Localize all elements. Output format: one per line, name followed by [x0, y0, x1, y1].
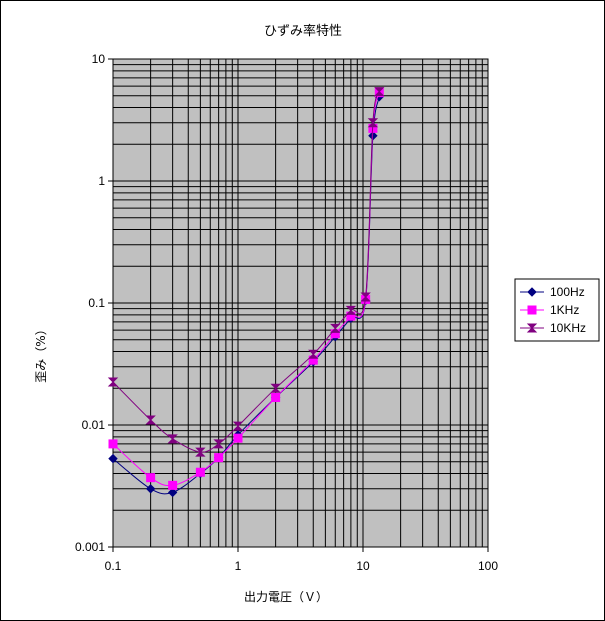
data-point	[214, 453, 224, 463]
series-layer	[107, 87, 385, 498]
series-2	[107, 87, 385, 457]
data-point	[167, 487, 178, 498]
y-tick-label: 0.001	[75, 540, 105, 554]
data-point	[145, 484, 156, 494]
y-axis-ticks: 0.001 0.01 0.1 1 10	[75, 52, 113, 554]
legend-entry: 10KHz	[520, 321, 586, 335]
data-point	[233, 433, 243, 443]
data-point	[308, 349, 319, 359]
legend-entry: 100Hz	[520, 285, 585, 299]
legend: 100Hz 1KHz 10KHz	[514, 278, 600, 342]
y-tick-label: 10	[92, 52, 106, 66]
x-tick-label: 100	[478, 559, 498, 573]
data-point	[108, 453, 118, 464]
y-tick-label: 1	[98, 174, 105, 188]
legend-marker	[527, 305, 537, 315]
data-point	[345, 305, 357, 315]
x-tick-label: 1	[235, 559, 242, 573]
x-tick-label: 0.1	[105, 559, 122, 573]
y-tick-label: 0.01	[82, 418, 106, 432]
legend-marker	[527, 287, 537, 297]
data-point	[213, 439, 224, 449]
data-point	[108, 439, 118, 449]
x-tick-label: 10	[356, 559, 370, 573]
data-point	[232, 421, 244, 431]
data-point	[195, 467, 205, 477]
data-point	[330, 323, 341, 333]
legend-label: 10KHz	[550, 321, 586, 335]
legend-entry: 1KHz	[520, 303, 579, 317]
data-point	[374, 87, 385, 97]
grid-lines	[113, 59, 488, 547]
legend-label: 1KHz	[550, 303, 579, 317]
x-axis-ticks: 0.1 1 10 100	[105, 547, 498, 573]
legend-label: 100Hz	[550, 285, 585, 299]
data-point	[271, 393, 281, 403]
data-point	[168, 480, 178, 490]
y-tick-label: 0.1	[88, 296, 105, 310]
data-point	[195, 447, 206, 457]
chart-title: ひずみ率特性	[264, 23, 342, 39]
data-point	[146, 473, 156, 483]
data-point	[167, 434, 178, 444]
y-axis-label: 歪み（%）	[34, 323, 48, 382]
x-axis-label: 出力電圧（Ｖ）	[244, 590, 328, 604]
data-point	[360, 292, 371, 302]
data-point	[367, 118, 379, 128]
data-point	[107, 377, 119, 387]
data-point	[145, 415, 156, 425]
legend-marker	[526, 323, 538, 333]
data-point	[270, 383, 281, 393]
